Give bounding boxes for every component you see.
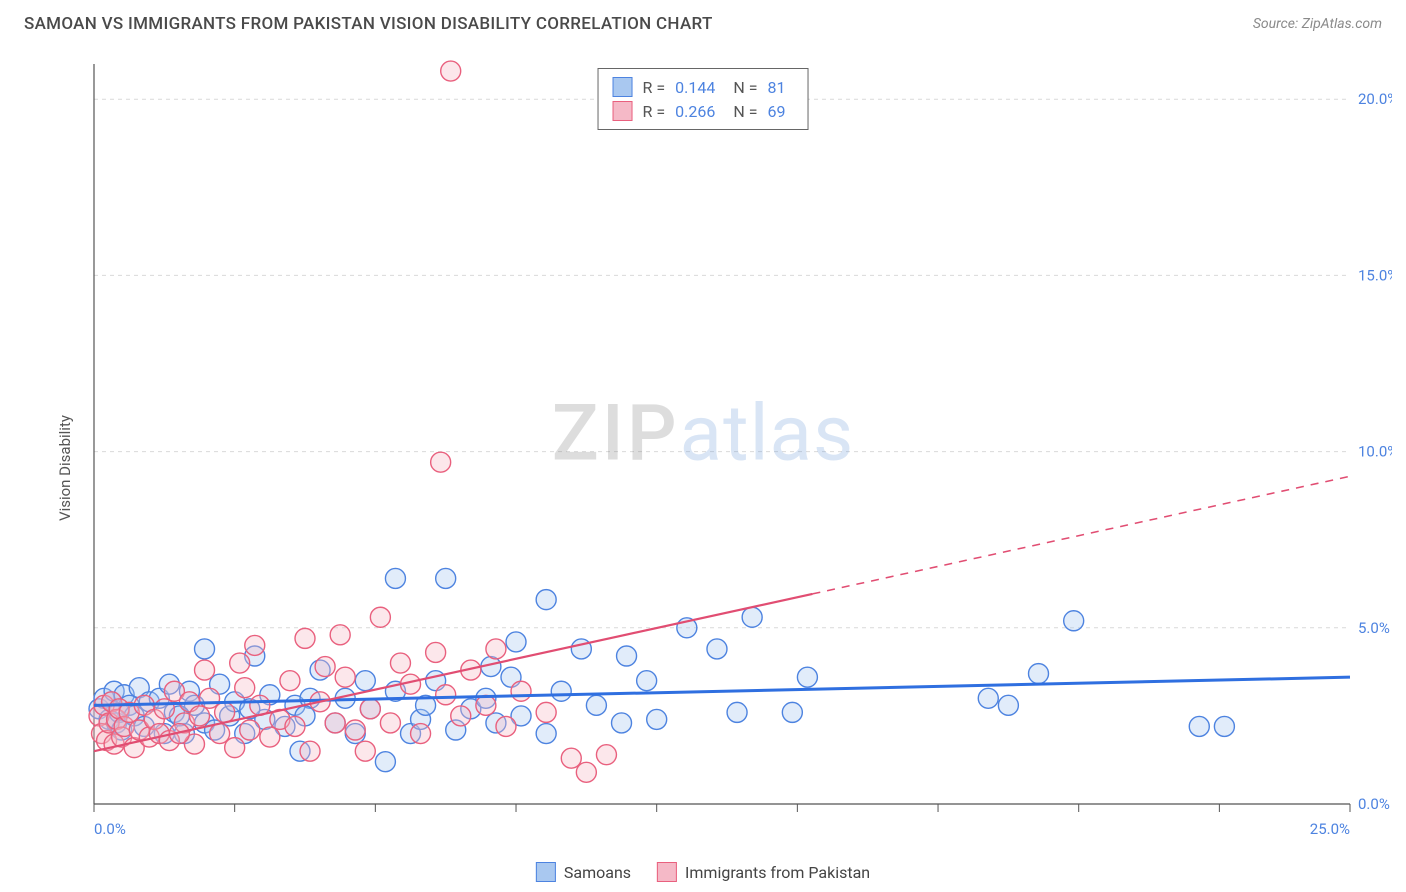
r-label: R = [643, 78, 666, 97]
n-value: 69 [767, 102, 785, 121]
chart-title: SAMOAN VS IMMIGRANTS FROM PAKISTAN VISIO… [24, 14, 713, 34]
n-label: N = [733, 78, 757, 97]
chart-area: Vision Disability 0.0%5.0%10.0%15.0%20.0… [0, 44, 1406, 892]
data-point [486, 639, 506, 659]
data-point [280, 671, 300, 691]
data-point [345, 720, 365, 740]
data-point [1064, 611, 1084, 631]
data-point [1214, 716, 1234, 736]
data-point [411, 724, 431, 744]
data-point [586, 695, 606, 715]
data-point [225, 738, 245, 758]
data-point [230, 653, 250, 673]
legend-item: Immigrants from Pakistan [657, 862, 870, 882]
data-point [355, 671, 375, 691]
data-point [436, 685, 456, 705]
legend-label: Immigrants from Pakistan [685, 863, 870, 882]
stats-row: R = 0.266 N = 69 [613, 99, 794, 123]
data-point [612, 713, 632, 733]
data-point [978, 688, 998, 708]
r-value: 0.144 [675, 78, 715, 97]
data-point [235, 678, 255, 698]
series-swatch [613, 101, 633, 121]
data-point [451, 706, 471, 726]
data-point [285, 716, 305, 736]
data-point [782, 702, 802, 722]
series-swatch [536, 862, 556, 882]
data-point [797, 667, 817, 687]
r-value: 0.266 [675, 102, 715, 121]
data-point [380, 713, 400, 733]
data-point [370, 607, 390, 627]
chart-header: SAMOAN VS IMMIGRANTS FROM PAKISTAN VISIO… [0, 0, 1406, 44]
data-point [536, 724, 556, 744]
data-point [496, 716, 516, 736]
data-point [617, 646, 637, 666]
data-point [325, 713, 345, 733]
n-label: N = [733, 102, 757, 121]
y-tick-label: 10.0% [1358, 443, 1392, 461]
data-point [245, 635, 265, 655]
legend-label: Samoans [564, 863, 631, 882]
trend-line-extrapolated [812, 476, 1350, 594]
data-point [195, 660, 215, 680]
data-point [707, 639, 727, 659]
data-point [511, 681, 531, 701]
r-label: R = [643, 102, 666, 121]
data-point [998, 695, 1018, 715]
source-label: Source: ZipAtlas.com [1253, 16, 1382, 32]
data-point [596, 745, 616, 765]
data-point [195, 639, 215, 659]
legend-item: Samoans [536, 862, 631, 882]
data-point [441, 61, 461, 81]
data-point [385, 568, 405, 588]
data-point [536, 590, 556, 610]
series-swatch [657, 862, 677, 882]
data-point [375, 752, 395, 772]
data-point [436, 568, 456, 588]
data-point [240, 720, 260, 740]
y-tick-label: 5.0% [1358, 619, 1390, 637]
data-point [260, 727, 280, 747]
data-point [355, 741, 375, 761]
data-point [215, 702, 235, 722]
data-point [561, 748, 581, 768]
data-point [295, 628, 315, 648]
data-point [426, 642, 446, 662]
y-tick-label: 0.0% [1358, 795, 1390, 813]
data-point [210, 724, 230, 744]
data-point [506, 632, 526, 652]
data-point [476, 695, 496, 715]
data-point [335, 667, 355, 687]
stats-row: R = 0.144 N = 81 [613, 75, 794, 99]
data-point [1189, 716, 1209, 736]
data-point [315, 657, 335, 677]
data-point [200, 688, 220, 708]
data-point [300, 741, 320, 761]
x-tick-label: 0.0% [94, 820, 126, 838]
data-point [190, 706, 210, 726]
data-point [154, 699, 174, 719]
data-point [742, 607, 762, 627]
data-point [727, 702, 747, 722]
y-tick-label: 20.0% [1358, 90, 1392, 108]
data-point [330, 625, 350, 645]
data-point [360, 699, 380, 719]
scatter-chart: 0.0% 5.0% 10.0% 15.0% 20.0% 0.0% 25.0% [40, 44, 1392, 852]
series-legend: Samoans Immigrants from Pakistan [536, 862, 870, 882]
data-point [390, 653, 410, 673]
y-tick-label: 15.0% [1358, 266, 1392, 284]
x-tick-label: 25.0% [1310, 820, 1350, 838]
data-point [637, 671, 657, 691]
data-point [576, 762, 596, 782]
data-point [551, 681, 571, 701]
n-value: 81 [767, 78, 785, 97]
data-point [647, 709, 667, 729]
data-point [431, 452, 451, 472]
stats-legend: R = 0.144 N = 81 R = 0.266 N = 69 [598, 68, 809, 130]
series-swatch [613, 77, 633, 97]
data-point [1029, 664, 1049, 684]
data-point [536, 702, 556, 722]
